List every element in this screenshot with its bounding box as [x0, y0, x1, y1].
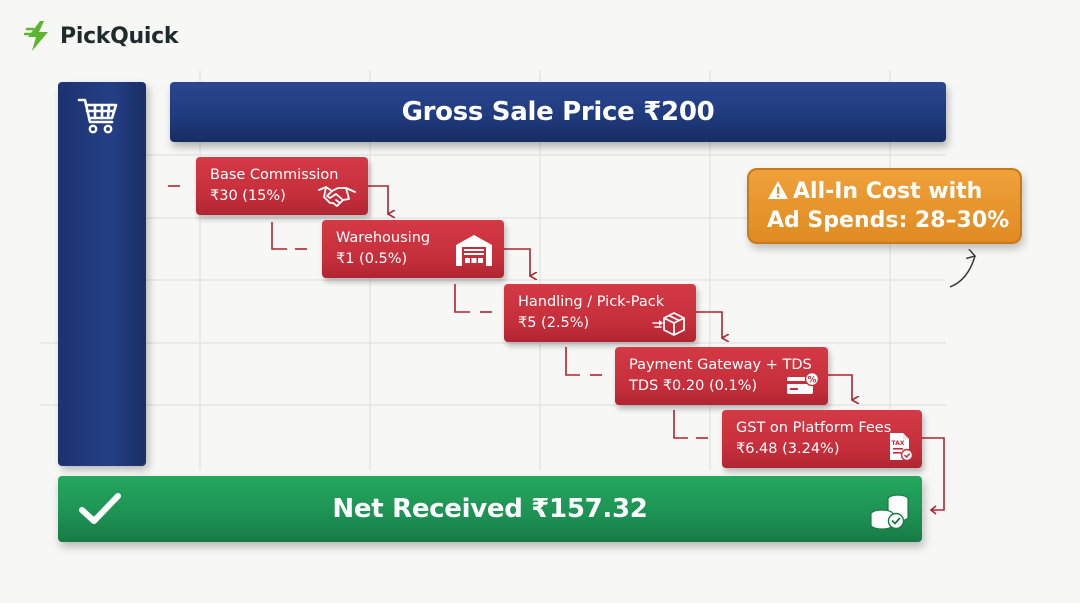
checkmark-icon	[79, 493, 121, 524]
shopping-cart-icon	[77, 98, 118, 134]
gross-sale-price-bar: Gross Sale Price ₹200	[170, 82, 946, 142]
handshake-icon	[318, 186, 356, 207]
card-percent-icon: %	[787, 372, 820, 394]
brand-name: PickQuick	[60, 23, 179, 49]
fee-title: Base Commission	[210, 167, 339, 183]
fee-handling-pick-pack: Handling / Pick-Pack ₹5 (2.5%)	[504, 284, 696, 342]
fee-gst-platform-fees: GST on Platform Fees ₹6.48 (3.24%) TAX	[722, 410, 922, 468]
callout-line-1: All-In Cost with	[793, 179, 983, 204]
fee-title: Handling / Pick-Pack	[518, 294, 665, 310]
svg-text:%: %	[807, 376, 816, 386]
box-icon	[652, 312, 685, 336]
svg-text:TAX: TAX	[892, 440, 905, 447]
fee-value: ₹30 (15%)	[210, 188, 286, 204]
bolt-logo-icon	[24, 21, 48, 51]
net-received-label: Net Received ₹157.32	[332, 494, 648, 524]
fee-base-commission: Base Commission ₹30 (15%)	[196, 157, 368, 215]
brand-logo: PickQuick	[24, 18, 179, 54]
all-in-cost-callout: All-In Cost with Ad Spends: 28–30%	[747, 168, 1022, 244]
tax-document-icon: TAX	[890, 433, 914, 462]
fee-payment-gateway-tds: Payment Gateway + TDS TDS ₹0.20 (0.1%) %	[615, 347, 828, 405]
gross-sale-price-label: Gross Sale Price ₹200	[401, 97, 715, 127]
fee-title: Payment Gateway + TDS	[629, 357, 812, 373]
coins-check-icon	[870, 494, 909, 530]
fee-title: GST on Platform Fees	[736, 420, 892, 436]
fee-value: TDS ₹0.20 (0.1%)	[629, 378, 758, 394]
warehouse-icon	[456, 235, 492, 266]
fee-value: ₹5 (2.5%)	[518, 315, 590, 331]
gross-vertical-bar	[58, 82, 146, 466]
fee-warehousing: Warehousing ₹1 (0.5%)	[322, 220, 504, 278]
warning-icon	[768, 181, 788, 199]
fee-value: ₹6.48 (3.24%)	[736, 441, 840, 457]
net-received-bar: Net Received ₹157.32	[58, 476, 922, 542]
fee-value: ₹1 (0.5%)	[336, 251, 408, 267]
callout-line-2: Ad Spends: 28–30%	[767, 208, 1010, 233]
fee-title: Warehousing	[336, 230, 431, 246]
